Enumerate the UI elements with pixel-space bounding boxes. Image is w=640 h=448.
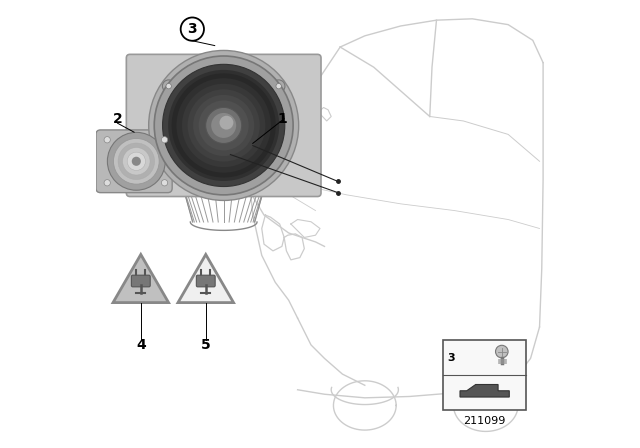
Circle shape [188, 89, 260, 162]
FancyBboxPatch shape [196, 275, 215, 287]
Text: 211099: 211099 [463, 416, 506, 426]
Circle shape [127, 152, 145, 170]
Text: 3: 3 [447, 353, 455, 363]
Circle shape [118, 143, 155, 180]
Circle shape [163, 80, 175, 92]
Text: 4: 4 [136, 338, 146, 352]
Circle shape [177, 78, 271, 172]
Circle shape [193, 95, 254, 156]
Polygon shape [178, 254, 234, 302]
Circle shape [163, 65, 285, 186]
Circle shape [276, 83, 282, 89]
FancyBboxPatch shape [96, 130, 172, 193]
Circle shape [205, 108, 242, 143]
Circle shape [166, 83, 172, 89]
Circle shape [154, 56, 293, 195]
Bar [443, 340, 526, 410]
Circle shape [123, 147, 150, 175]
Text: 3: 3 [188, 22, 197, 36]
Circle shape [182, 84, 266, 167]
Circle shape [148, 51, 299, 200]
Circle shape [132, 157, 141, 166]
Circle shape [168, 70, 279, 181]
Circle shape [161, 180, 168, 186]
Text: 1: 1 [277, 112, 287, 126]
Polygon shape [113, 254, 168, 302]
Polygon shape [460, 384, 509, 397]
Circle shape [220, 116, 234, 129]
Circle shape [108, 132, 165, 190]
Circle shape [104, 180, 110, 186]
FancyBboxPatch shape [126, 54, 321, 197]
Circle shape [172, 73, 276, 177]
Circle shape [161, 137, 168, 143]
Text: 2: 2 [113, 112, 122, 126]
FancyBboxPatch shape [131, 275, 150, 287]
Circle shape [211, 113, 236, 138]
Circle shape [104, 137, 110, 143]
Circle shape [273, 80, 285, 92]
Text: 5: 5 [201, 338, 211, 352]
Circle shape [180, 17, 204, 41]
Circle shape [495, 345, 508, 358]
Circle shape [113, 138, 159, 184]
Circle shape [198, 100, 249, 151]
